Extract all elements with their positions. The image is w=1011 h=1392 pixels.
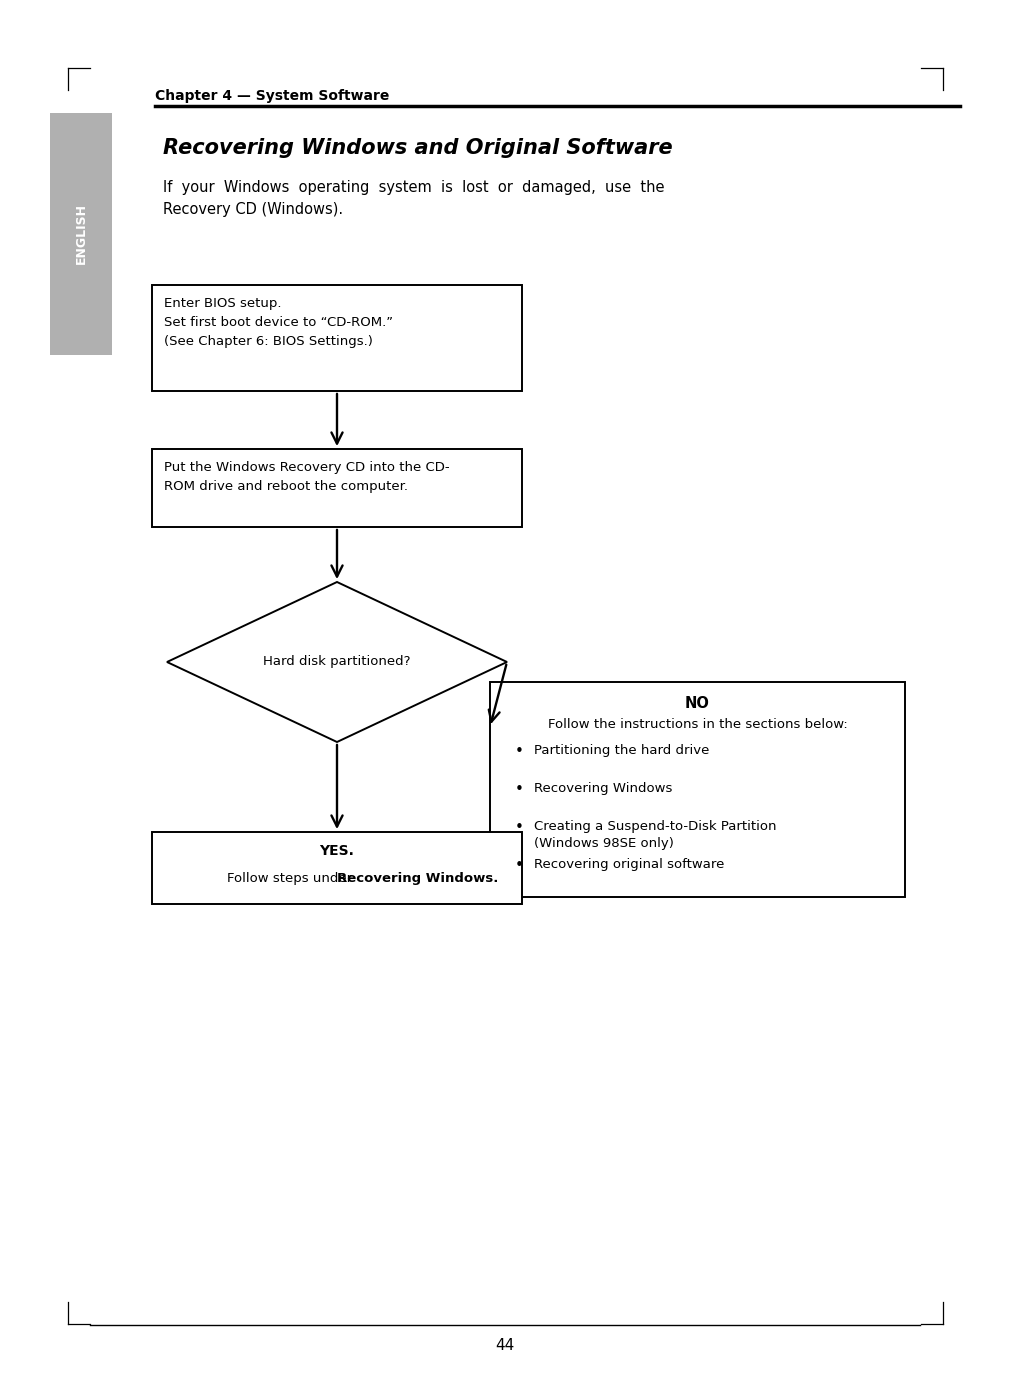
Text: Hard disk partitioned?: Hard disk partitioned? xyxy=(263,656,410,668)
Text: NO: NO xyxy=(685,696,710,711)
Polygon shape xyxy=(167,582,507,742)
Text: If  your  Windows  operating  system  is  lost  or  damaged,  use  the: If your Windows operating system is lost… xyxy=(163,180,664,195)
Text: Put the Windows Recovery CD into the CD-
ROM drive and reboot the computer.: Put the Windows Recovery CD into the CD-… xyxy=(164,461,450,493)
Text: Recovery CD (Windows).: Recovery CD (Windows). xyxy=(163,202,343,217)
Bar xyxy=(152,450,522,528)
Text: •: • xyxy=(515,857,524,873)
Text: •: • xyxy=(515,782,524,798)
Bar xyxy=(50,113,112,355)
Text: Recovering original software: Recovering original software xyxy=(534,857,724,871)
Text: Recovering Windows and Original Software: Recovering Windows and Original Software xyxy=(163,138,672,159)
Text: ENGLISH: ENGLISH xyxy=(75,203,88,264)
Bar xyxy=(490,682,905,896)
Text: •: • xyxy=(515,743,524,759)
Text: •: • xyxy=(515,820,524,835)
Text: Follow the instructions in the sections below:: Follow the instructions in the sections … xyxy=(548,718,847,731)
Text: Enter BIOS setup.
Set first boot device to “CD-ROM.”
(See Chapter 6: BIOS Settin: Enter BIOS setup. Set first boot device … xyxy=(164,296,393,348)
Text: 44: 44 xyxy=(495,1338,515,1353)
Text: Partitioning the hard drive: Partitioning the hard drive xyxy=(534,743,710,757)
Text: Recovering Windows.: Recovering Windows. xyxy=(337,871,498,885)
Bar xyxy=(152,832,522,903)
Text: Creating a Suspend-to-Disk Partition
(Windows 98SE only): Creating a Suspend-to-Disk Partition (Wi… xyxy=(534,820,776,849)
Text: Recovering Windows: Recovering Windows xyxy=(534,782,672,795)
Text: YES.: YES. xyxy=(319,844,355,857)
Bar xyxy=(152,285,522,391)
Text: Chapter 4 — System Software: Chapter 4 — System Software xyxy=(155,89,389,103)
Text: Follow steps under: Follow steps under xyxy=(226,871,356,885)
